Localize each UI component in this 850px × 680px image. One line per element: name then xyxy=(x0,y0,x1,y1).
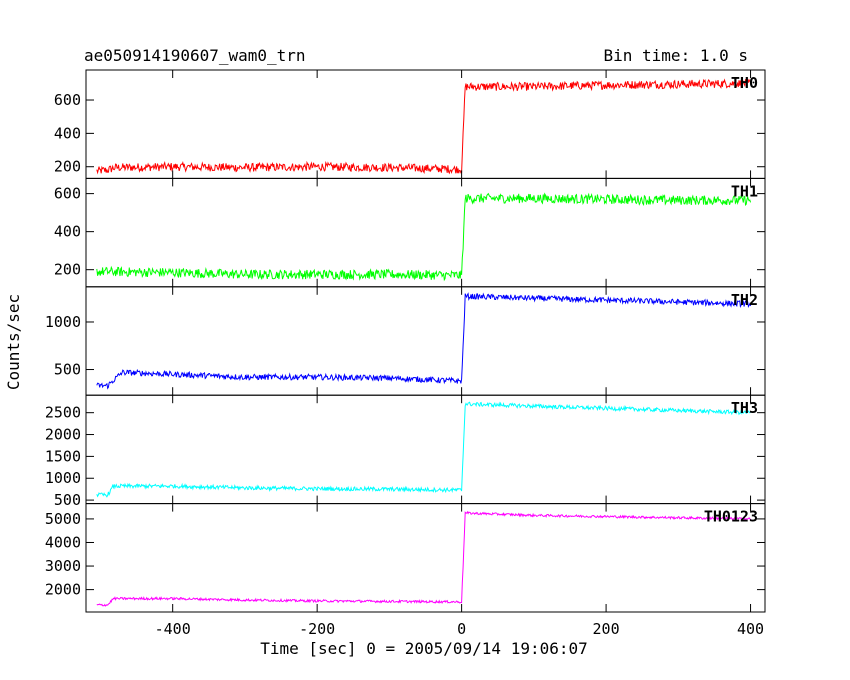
panel-th0123: 2000 3000 4000 5000 TH0123 xyxy=(45,503,766,613)
y-tick-label: 500 xyxy=(54,361,81,379)
panel-th3: 500 1000 1500 2000 2500 TH3 xyxy=(45,394,766,509)
series-line-th0123 xyxy=(96,510,751,607)
series-label-th3: TH3 xyxy=(731,399,758,417)
series-label-th0: TH0 xyxy=(731,74,758,92)
y-tick-label: 200 xyxy=(54,158,81,176)
x-tick-label: 200 xyxy=(593,620,620,638)
y-axis-label: Counts/sec xyxy=(4,294,23,390)
y-tick-label: 600 xyxy=(54,185,81,203)
series-line-th0 xyxy=(96,78,751,175)
x-tick-label: 0 xyxy=(457,620,466,638)
y-tick-label: 4000 xyxy=(45,533,81,551)
panel-th2: 500 1000 TH2 xyxy=(45,286,766,396)
panel-th1: 200 400 600 TH1 xyxy=(54,177,766,288)
series-line-th1 xyxy=(96,192,752,282)
panel-th0: 200 400 600 TH0 xyxy=(54,69,766,179)
series-line-th2 xyxy=(96,292,752,390)
y-tick-label: 500 xyxy=(54,491,81,509)
y-tick-label: 2000 xyxy=(45,581,81,599)
y-tick-label: 600 xyxy=(54,91,81,109)
y-tick-label: 5000 xyxy=(45,510,81,528)
chart-title: ae050914190607_wam0_trn xyxy=(84,46,306,65)
panel-stack: 200 400 600 TH0 200 400 600 TH1 500 1000 TH2 500 100… xyxy=(45,69,766,638)
y-tick-label: 400 xyxy=(54,223,81,241)
y-tick-label: 3000 xyxy=(45,557,81,575)
series-line-th3 xyxy=(96,401,751,498)
panel-frame xyxy=(85,503,766,613)
y-tick-label: 2500 xyxy=(45,404,81,422)
y-tick-label: 2000 xyxy=(45,426,81,444)
y-tick-label: 400 xyxy=(54,124,81,142)
series-label-th0123: TH0123 xyxy=(704,508,758,526)
panel-frame xyxy=(85,69,766,179)
y-tick-label: 1500 xyxy=(45,447,81,465)
y-tick-label: 200 xyxy=(54,261,81,279)
x-axis-label: Time [sec] 0 = 2005/09/14 19:06:07 xyxy=(260,639,588,658)
x-tick-label: 400 xyxy=(737,620,764,638)
x-tick-label: -400 xyxy=(155,620,191,638)
series-label-th1: TH1 xyxy=(731,182,758,200)
y-tick-label: 1000 xyxy=(45,313,81,331)
series-label-th2: TH2 xyxy=(731,291,758,309)
bin-time-label: Bin time: 1.0 s xyxy=(604,46,749,65)
x-tick-label: -200 xyxy=(299,620,335,638)
y-tick-label: 1000 xyxy=(45,469,81,487)
